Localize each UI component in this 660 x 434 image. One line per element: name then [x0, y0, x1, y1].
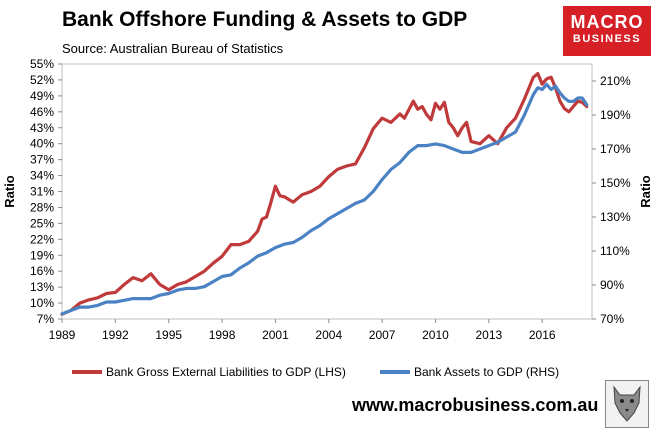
y-right-axis-label: Ratio	[638, 175, 653, 208]
y-right-tick-label: 70%	[600, 312, 624, 326]
x-tick-label: 2004	[315, 328, 342, 342]
website-url: www.macrobusiness.com.au	[352, 395, 599, 415]
y-left-tick-label: 49%	[30, 89, 54, 103]
logo-line-2: BUSINESS	[572, 33, 642, 45]
x-tick-label: 2013	[475, 328, 502, 342]
y-left-tick-label: 52%	[30, 73, 54, 87]
x-tick-label: 2010	[422, 328, 449, 342]
chart-source: Source: Australian Bureau of Statistics	[62, 41, 284, 56]
y-left-tick-label: 19%	[30, 248, 54, 262]
y-left-tick-label: 40%	[30, 137, 54, 151]
y-left-tick-label: 43%	[30, 121, 54, 135]
x-tick-label: 1989	[49, 328, 76, 342]
x-tick-label: 1992	[102, 328, 129, 342]
y-left-axis-label: Ratio	[2, 175, 17, 208]
y-left-tick-label: 55%	[30, 57, 54, 71]
macrobusiness-logo: MACRO BUSINESS	[563, 6, 651, 56]
legend-label-liabilities: Bank Gross External Liabilities to GDP (…	[106, 365, 346, 379]
x-tick-label: 1995	[155, 328, 182, 342]
x-tick-label: 1998	[209, 328, 236, 342]
series-line-liabilities	[60, 71, 589, 316]
y-right-tick-label: 210%	[600, 74, 631, 88]
x-tick-label: 2001	[262, 328, 289, 342]
chart-series	[60, 71, 589, 316]
series-line-assets	[60, 82, 589, 316]
chart-title: Bank Offshore Funding & Assets to GDP	[62, 8, 468, 31]
y-left-tick-label: 7%	[37, 312, 55, 326]
y-left-tick-label: 46%	[30, 105, 54, 119]
y-left-tick-label: 34%	[30, 169, 54, 183]
y-left-tick-label: 28%	[30, 200, 54, 214]
y-right-tick-label: 170%	[600, 142, 631, 156]
y-right-tick-label: 130%	[600, 210, 631, 224]
x-tick-label: 2007	[369, 328, 396, 342]
y-left-tick-label: 22%	[30, 232, 54, 246]
chart-axes: 7% 10% 13% 16% 19% 22% 25% 28%31% 34% 37% 40% 43% 46…	[2, 57, 653, 342]
y-left-tick-label: 16%	[30, 264, 54, 278]
wolf-logo-icon	[605, 380, 649, 428]
x-tick-label: 2016	[529, 328, 556, 342]
logo-line-1: MACRO	[570, 12, 644, 32]
legend-label-assets: Bank Assets to GDP (RHS)	[414, 365, 559, 379]
y-left-tick-label: 31%	[30, 185, 54, 199]
y-right-tick-label: 90%	[600, 278, 624, 292]
chart-legend: Bank Gross External Liabilities to GDP (…	[72, 365, 559, 379]
y-left-tick-label: 13%	[30, 280, 54, 294]
y-left-tick-label: 37%	[30, 153, 54, 167]
y-right-tick-label: 190%	[600, 108, 631, 122]
y-left-tick-label: 10%	[30, 296, 54, 310]
y-right-tick-label: 150%	[600, 176, 631, 190]
y-left-tick-label: 25%	[30, 216, 54, 230]
y-right-tick-label: 110%	[600, 244, 630, 258]
